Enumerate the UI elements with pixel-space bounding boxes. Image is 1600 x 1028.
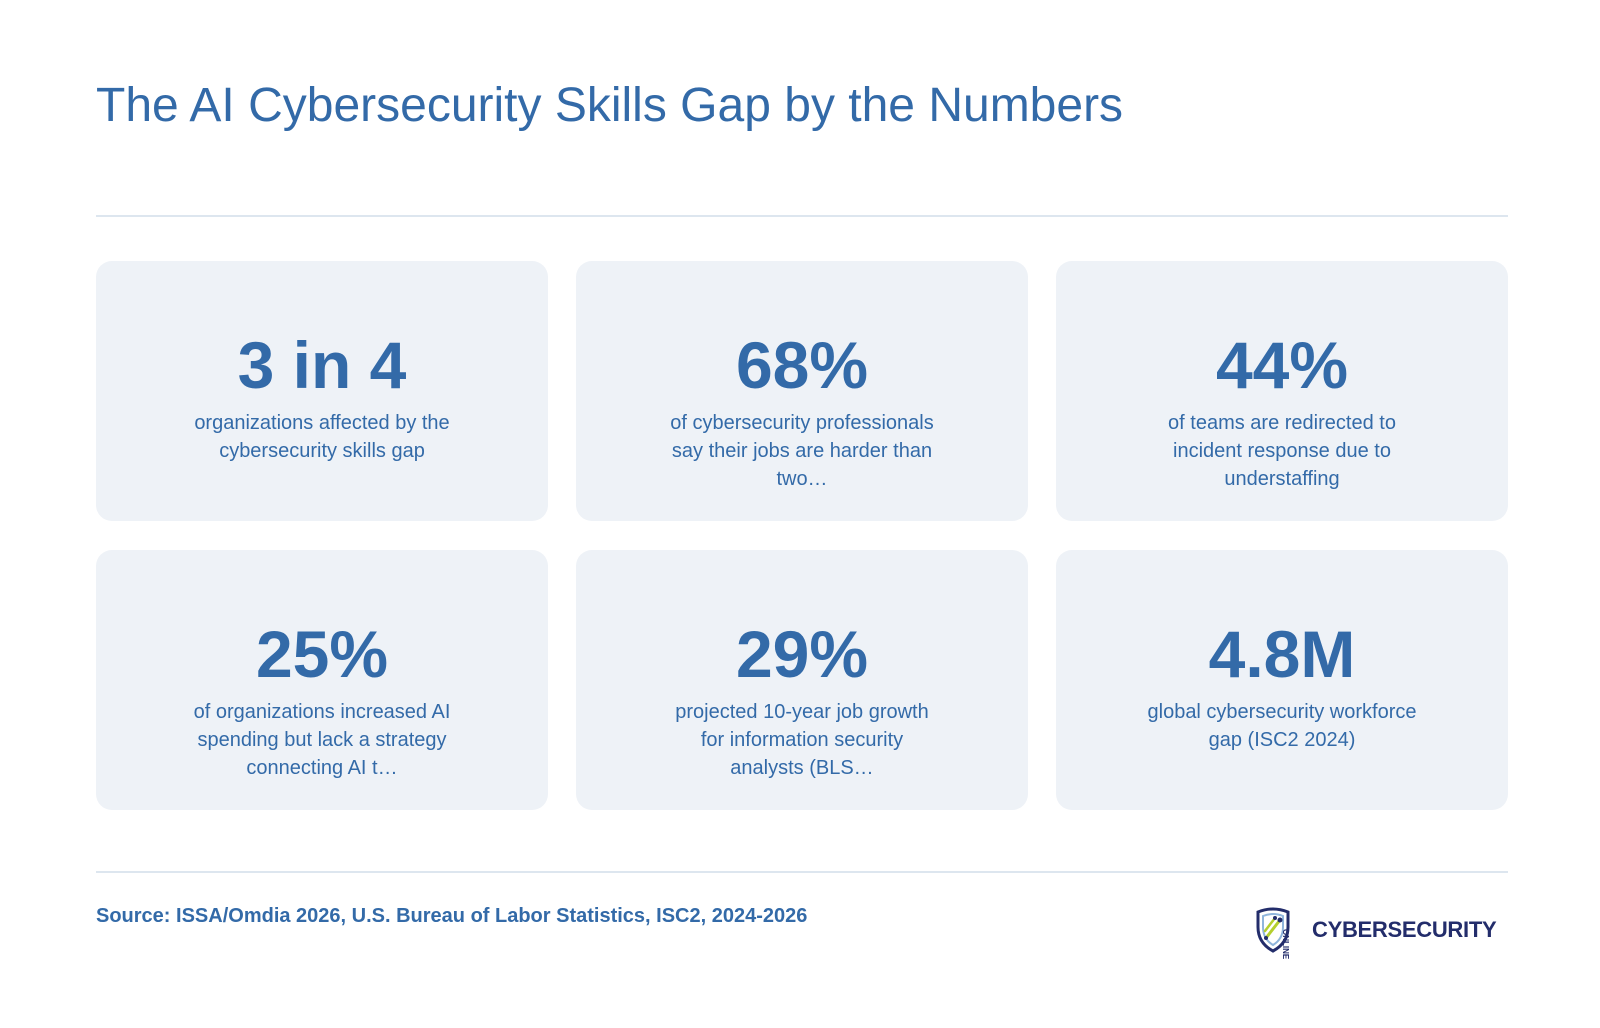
bottom-divider bbox=[96, 871, 1508, 873]
stat-description: of organizations increased AI spending b… bbox=[193, 701, 451, 779]
stat-card: 25% of organizations increased AI spendi… bbox=[96, 550, 548, 810]
brand-logo: ONLINE CYBERSECURITY bbox=[1255, 903, 1507, 959]
stat-card: 68% of cybersecurity professionals say t… bbox=[576, 261, 1028, 521]
stat-card: 44% of teams are redirected to incident … bbox=[1056, 261, 1508, 521]
source-citation: Source: ISSA/Omdia 2026, U.S. Bureau of … bbox=[96, 905, 808, 927]
stat-value: 4.8M bbox=[1208, 617, 1356, 691]
stat-value: 68% bbox=[735, 328, 869, 402]
stat-card: 3 in 4 organizations affected by the cyb… bbox=[96, 261, 548, 521]
logo-wordmark: CYBERSECURITY bbox=[1312, 917, 1497, 942]
stat-value: 3 in 4 bbox=[237, 328, 407, 402]
top-divider bbox=[96, 215, 1508, 217]
stat-description: organizations affected by the cybersecur… bbox=[194, 412, 450, 462]
stat-description: global cybersecurity workforce gap (ISC2… bbox=[1147, 701, 1417, 751]
stat-value: 29% bbox=[735, 617, 869, 691]
logo-online-text: ONLINE bbox=[1281, 929, 1290, 960]
page-title: The AI Cybersecurity Skills Gap by the N… bbox=[96, 79, 1124, 132]
stat-card: 4.8M global cybersecurity workforce gap … bbox=[1056, 550, 1508, 810]
shield-icon bbox=[1256, 907, 1290, 953]
stat-value: 25% bbox=[255, 617, 389, 691]
stat-description: of teams are redirected to incident resp… bbox=[1168, 412, 1396, 490]
stat-value: 44% bbox=[1215, 328, 1349, 402]
stat-card: 29% projected 10-year job growth for inf… bbox=[576, 550, 1028, 810]
stat-description: projected 10-year job growth for informa… bbox=[675, 701, 929, 779]
stat-description: of cybersecurity professionals say their… bbox=[670, 412, 934, 490]
stats-grid: 3 in 4 organizations affected by the cyb… bbox=[96, 261, 1508, 810]
